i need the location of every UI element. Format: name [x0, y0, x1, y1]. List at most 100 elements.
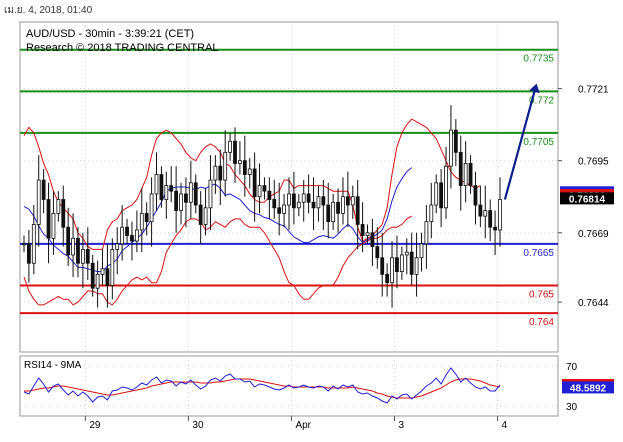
candle-body — [179, 193, 183, 211]
candle-body — [365, 232, 370, 236]
candle-body — [375, 246, 380, 259]
timestamp-label: เม.ย. 4, 2018, 01:40 — [4, 5, 93, 16]
rsi-axis: 70 30 — [566, 362, 578, 413]
candle-body — [301, 193, 306, 203]
candle-body — [208, 179, 213, 209]
chart-title: AUD/USD - 30min - 3:39:21 (CET) — [26, 28, 194, 40]
candle-body — [488, 210, 493, 228]
candle-body — [336, 201, 340, 214]
bb-lower-line — [23, 215, 412, 306]
candle-body — [51, 212, 56, 239]
candle-body — [31, 224, 36, 264]
y-tick-label: 0.7644 — [578, 298, 609, 309]
candle-body — [429, 204, 434, 223]
rsi-label: RSI14 - 9MA — [24, 360, 82, 371]
rsi-tick-label: 30 — [566, 402, 578, 413]
candle-body — [341, 196, 345, 214]
x-tick-label: 4 — [502, 420, 508, 431]
candle-body — [350, 196, 355, 206]
candle-body — [326, 204, 331, 223]
candle-body — [41, 179, 46, 200]
time-axis: 29 30 Apr 3 4 — [84, 416, 508, 431]
candle-body — [252, 168, 257, 198]
candle-body — [277, 207, 282, 214]
candle-body — [76, 237, 80, 264]
x-tick-label: 29 — [89, 420, 101, 431]
candle-body — [233, 140, 237, 164]
candle-body — [71, 237, 75, 256]
candle-body — [493, 226, 497, 231]
support-resistance-levels: 0.7735 0.772 0.7705 0.7665 0.765 0.764 — [20, 48, 558, 328]
candle-body — [115, 243, 120, 250]
candle-body — [414, 257, 419, 275]
projection-line — [503, 91, 536, 200]
candle-body — [399, 254, 404, 272]
candle-body — [282, 204, 286, 214]
rsi-line — [23, 367, 501, 404]
candle-body — [164, 185, 169, 200]
candle-body — [439, 182, 444, 209]
candle-body — [80, 248, 85, 264]
candle-body — [478, 204, 483, 217]
rsi-grid — [20, 356, 558, 416]
candle-body — [296, 201, 301, 209]
price-badge — [560, 192, 614, 205]
rsi-badges: 51.039048.5892 — [562, 378, 614, 394]
candle-body — [149, 193, 154, 223]
level-label: 0.7665 — [523, 248, 554, 259]
candle-body — [218, 165, 223, 181]
candle-body — [370, 232, 375, 248]
price-badge-label: 0.76814 — [569, 194, 606, 205]
candle-body — [228, 140, 233, 153]
candle-body — [242, 160, 247, 175]
price-badges: 0.768360.768260.76814 — [560, 186, 614, 205]
candles — [22, 105, 502, 308]
projection-arrowhead — [529, 83, 540, 94]
candle-body — [22, 243, 26, 246]
candle-body — [424, 221, 429, 245]
candle-body — [130, 235, 134, 242]
bollinger-bands — [23, 118, 481, 306]
candle-body — [291, 193, 296, 209]
y-tick-label: 0.7669 — [578, 229, 609, 240]
candle-body — [409, 251, 414, 275]
candle-body — [66, 226, 71, 256]
candle-body — [257, 185, 262, 198]
candle-body — [154, 174, 159, 195]
candle-body — [483, 210, 488, 217]
rsi-badge-label: 48.5892 — [570, 383, 607, 394]
candle-body — [404, 251, 409, 256]
candle-body — [458, 151, 463, 187]
candle-body — [262, 185, 267, 192]
candle-body — [56, 199, 61, 214]
candle-body — [198, 204, 203, 225]
level-label: 0.772 — [529, 95, 554, 106]
projection-arrow — [503, 83, 540, 200]
candle-body — [193, 182, 198, 206]
level-label: 0.7735 — [523, 54, 554, 65]
candle-body — [27, 243, 31, 264]
candle-body — [473, 185, 478, 206]
rsi-ma-line — [24, 378, 501, 399]
candle-body — [453, 129, 458, 153]
rsi-tick-label: 70 — [566, 362, 578, 373]
moving-average-line — [23, 167, 413, 273]
candle-body — [360, 224, 365, 236]
candle-body — [110, 248, 115, 286]
level-label: 0.7705 — [523, 137, 554, 148]
candle-body — [355, 196, 360, 225]
candle-body — [311, 201, 316, 209]
candle-body — [331, 201, 336, 223]
candle-body — [125, 226, 129, 236]
candle-body — [85, 248, 90, 264]
candle-body — [247, 168, 252, 175]
x-tick-label: 3 — [398, 420, 404, 431]
candle-body — [316, 196, 321, 209]
candle-body — [463, 163, 468, 187]
candle-body — [434, 182, 439, 206]
candle-body — [144, 212, 149, 223]
candle-body — [100, 268, 105, 275]
candle-body — [345, 196, 350, 206]
candle-body — [306, 193, 311, 203]
